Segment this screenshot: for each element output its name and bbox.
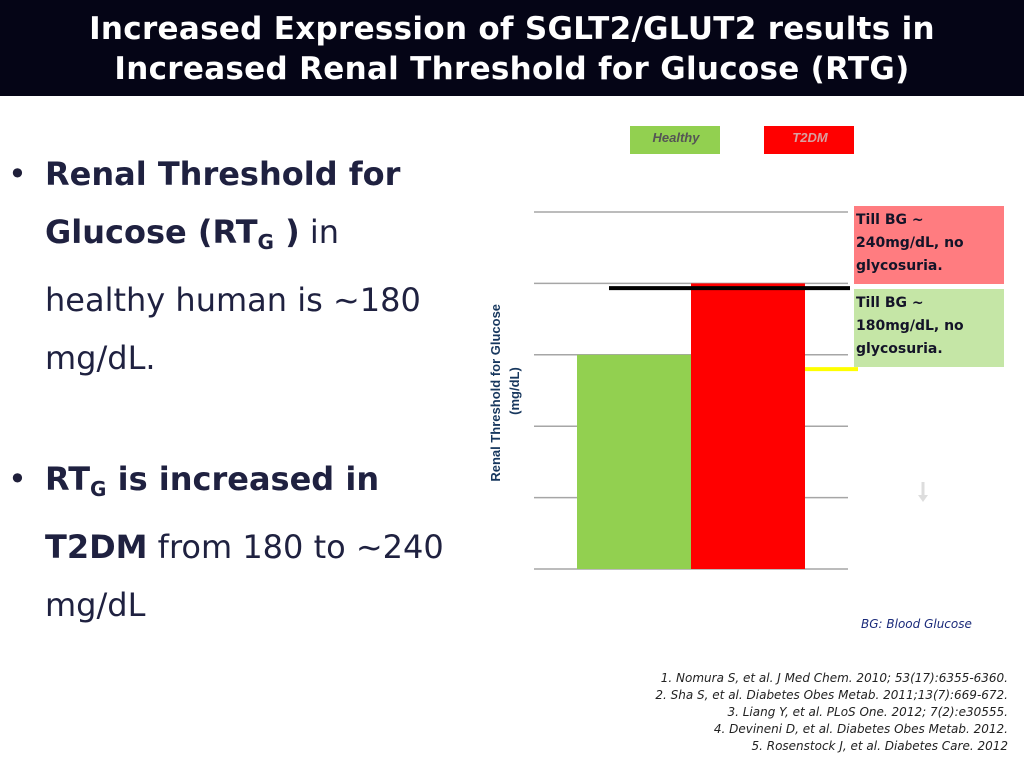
bullet-2-line3: mg/dL [45, 586, 146, 624]
legend-label-t2dm: T2DM [792, 130, 829, 145]
legend: Healthy T2DM [630, 126, 854, 154]
reference-lines [609, 286, 858, 372]
y-axis-label-line1: Renal Threshold for Glucose [488, 304, 503, 482]
bullet-2-from: from 180 to ~240 [147, 528, 444, 566]
arrow-down-icon [918, 482, 928, 502]
bullet-2-increased: is increased in [106, 460, 380, 498]
bullet-1-line2: Glucose (RTG ) in [45, 203, 421, 271]
citation-5: 5. Rosenstock J, et al. Diabetes Care. 2… [751, 739, 1008, 753]
bars [577, 283, 805, 569]
slide-title-line1: Increased Expression of SGLT2/GLUT2 resu… [89, 11, 935, 47]
bullet-2: RTG is increased in T2DM from 180 to ~24… [45, 450, 444, 634]
legend-swatch-healthy [630, 126, 720, 154]
bullet-1-line1: Renal Threshold for [45, 145, 421, 203]
bar-healthy [577, 354, 691, 569]
slide-title: Increased Expression of SGLT2/GLUT2 resu… [0, 0, 1024, 96]
citation-2: 2. Sha S, et al. Diabetes Obes Metab. 20… [655, 688, 1008, 702]
legend-label-healthy: Healthy [653, 130, 701, 145]
y-axis-label-line2: (mg/dL) [507, 367, 522, 415]
bullet-1-line4: mg/dL. [45, 339, 156, 377]
callout-t2dm-line3: glycosuria. [856, 258, 943, 274]
y-axis-label: Renal Threshold for Glucose (mg/dL) [488, 300, 522, 481]
bar-t2dm [691, 283, 805, 569]
callout-healthy-line3: glycosuria. [856, 341, 943, 357]
callout-t2dm: Till BG ~ 240mg/dL, no glycosuria. [854, 206, 1004, 284]
bullet-2-rtg-sub: G [90, 477, 107, 501]
bullet-1-rtg-close: ) [273, 213, 300, 251]
callout-healthy-line2: 180mg/dL, no [856, 318, 964, 334]
bullet-1-in: in [299, 213, 340, 251]
bullet-2-line2: T2DM from 180 to ~240 [45, 518, 444, 576]
bullet-1-rtg-sub: G [257, 230, 274, 254]
citation-3: 3. Liang Y, et al. PLoS One. 2012; 7(2):… [727, 705, 1008, 719]
callout-healthy-line1: Till BG ~ [856, 295, 924, 311]
citations: 1. Nomura S, et al. J Med Chem. 2010; 53… [655, 670, 1008, 755]
citation-4: 4. Devineni D, et al. Diabetes Obes Meta… [713, 722, 1008, 736]
callout-t2dm-line2: 240mg/dL, no [856, 235, 964, 251]
bullet-2-rtg: RT [45, 460, 91, 498]
bullet-1: Renal Threshold for Glucose (RTG ) in he… [45, 145, 421, 387]
callout-t2dm-line1: Till BG ~ [856, 212, 924, 228]
slide-title-line2: Increased Renal Threshold for Glucose (R… [114, 51, 910, 87]
bullet-2-t2dm: T2DM [45, 528, 148, 566]
bullet-1-line3: healthy human is ~180 [45, 281, 421, 319]
bullet-1-rtg: Glucose (RT [45, 213, 258, 251]
bullet-marker-2: • [8, 460, 27, 498]
bullet-marker-1: • [8, 155, 27, 193]
citation-1: 1. Nomura S, et al. J Med Chem. 2010; 53… [660, 671, 1008, 685]
bg-note: BG: Blood Glucose [861, 617, 972, 631]
legend-swatch-t2dm [764, 126, 854, 154]
bullet-1-line1-bold: Renal Threshold for [45, 155, 401, 193]
bullet-2-line1: RTG is increased in [45, 450, 444, 518]
callout-healthy: Till BG ~ 180mg/dL, no glycosuria. [854, 289, 1004, 367]
